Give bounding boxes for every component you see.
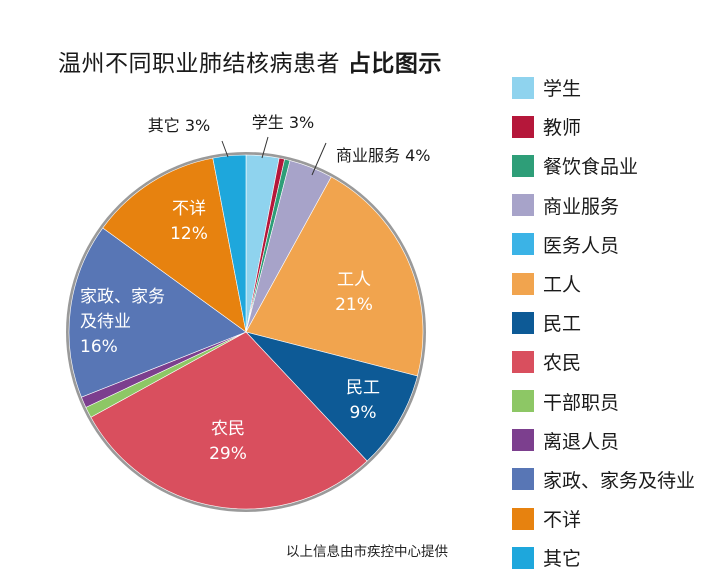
chart-title-main: 温州不同职业肺结核病患者 (58, 51, 340, 77)
leader-line-student (261, 136, 269, 159)
pie-slice-12 (212, 154, 247, 333)
slice-label-12: 其它 3% (148, 116, 210, 135)
legend-item-0: 学生 (512, 68, 695, 107)
slice-label-11: 不详 12% (170, 199, 208, 244)
legend-label: 工人 (543, 274, 582, 297)
legend-swatch (512, 350, 534, 373)
slice-label-10: 家政、家务及待业 16% (80, 287, 165, 357)
legend-swatch (512, 233, 534, 256)
pie-slice-7 (90, 331, 368, 510)
legend-label: 商业服务 (543, 195, 620, 218)
legend-swatch (512, 76, 534, 99)
slice-label-7: 农民 29% (209, 419, 247, 464)
legend-label: 餐饮食品业 (543, 156, 639, 179)
legend-swatch (512, 115, 534, 138)
pie-slice-10 (68, 227, 247, 398)
legend-item-1: 教师 (512, 107, 695, 146)
legend-swatch (512, 272, 534, 295)
legend-item-2: 餐饮食品业 (512, 146, 695, 185)
legend-swatch (512, 390, 534, 413)
chart-legend: 学生教师餐饮食品业商业服务医务人员工人民工农民干部职员离退人员家政、家务及待业不… (512, 68, 695, 577)
legend-label: 干部职员 (543, 391, 620, 414)
legend-swatch (512, 468, 534, 491)
slice-label-6: 民工 9% (346, 378, 380, 423)
legend-item-10: 家政、家务及待业 (512, 460, 695, 499)
legend-swatch (512, 546, 534, 569)
legend-label: 医务人员 (543, 234, 620, 257)
source-note: 以上信息由市疾控中心提供 (286, 544, 448, 560)
slice-label-0: 学生 3% (252, 113, 314, 132)
legend-item-3: 商业服务 (512, 186, 695, 225)
pie-slice-6 (245, 331, 418, 462)
pie-slice-11 (102, 157, 247, 333)
pie-slice-5 (245, 176, 424, 377)
legend-item-8: 干部职员 (512, 382, 695, 421)
chart-title: 温州不同职业肺结核病患者 占比图示 (58, 44, 442, 78)
legend-swatch (512, 154, 534, 177)
legend-item-9: 离退人员 (512, 421, 695, 460)
legend-item-11: 不详 (512, 499, 695, 538)
legend-label: 不详 (543, 509, 582, 532)
legend-label: 学生 (543, 78, 582, 101)
legend-item-5: 工人 (512, 264, 695, 303)
legend-item-12: 其它 (512, 538, 695, 577)
legend-label: 农民 (543, 352, 582, 375)
slice-label-5: 工人 21% (335, 270, 373, 315)
legend-item-4: 医务人员 (512, 225, 695, 264)
legend-swatch (512, 311, 534, 334)
legend-item-6: 民工 (512, 303, 695, 342)
legend-swatch (512, 194, 534, 217)
legend-label: 其它 (543, 548, 582, 571)
legend-label: 民工 (543, 313, 582, 336)
legend-swatch (512, 429, 534, 452)
slice-label-3: 商业服务 4% (336, 146, 430, 165)
leader-line-other (221, 140, 229, 158)
legend-label: 教师 (543, 117, 582, 140)
legend-label: 离退人员 (543, 430, 620, 453)
legend-swatch (512, 507, 534, 530)
legend-label: 家政、家务及待业 (543, 469, 696, 492)
chart-title-suffix: 占比图示 (347, 51, 442, 77)
legend-item-7: 农民 (512, 342, 695, 381)
leader-line-commerce (311, 142, 327, 176)
